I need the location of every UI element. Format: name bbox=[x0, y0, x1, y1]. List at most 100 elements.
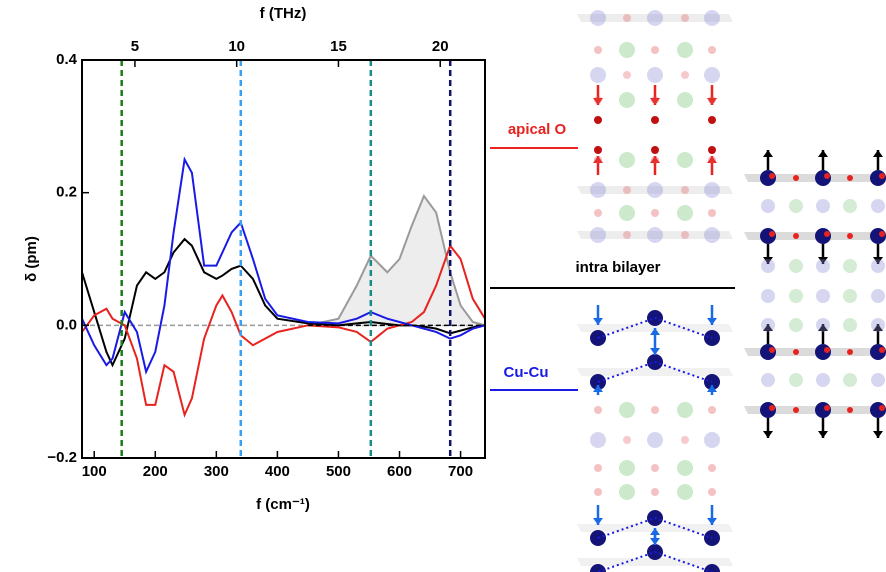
y-axis-label: δ (pm) bbox=[23, 236, 40, 282]
arrow-head bbox=[763, 257, 773, 264]
atom bbox=[594, 156, 602, 164]
x-tick-label: 500 bbox=[326, 463, 351, 480]
x2-tick-label: 5 bbox=[131, 38, 139, 55]
atom bbox=[708, 406, 716, 414]
atom bbox=[847, 233, 853, 239]
bond bbox=[597, 516, 713, 539]
plane bbox=[577, 186, 733, 194]
arrow-head bbox=[707, 318, 717, 325]
arrow-head bbox=[818, 431, 828, 438]
x2-tick-label: 15 bbox=[330, 38, 347, 55]
atom bbox=[623, 436, 631, 444]
arrow-head bbox=[707, 156, 717, 163]
arrow-head bbox=[873, 324, 883, 331]
atom bbox=[590, 564, 606, 572]
atom bbox=[647, 10, 663, 26]
plot bbox=[82, 60, 485, 458]
atom bbox=[871, 199, 885, 213]
atom bbox=[769, 347, 775, 353]
atom bbox=[651, 406, 659, 414]
arrow-head bbox=[818, 257, 828, 264]
atom bbox=[843, 259, 857, 273]
x2-tick-label: 20 bbox=[432, 38, 449, 55]
atom bbox=[789, 289, 803, 303]
atom bbox=[590, 67, 606, 83]
atom bbox=[677, 205, 693, 221]
atom bbox=[793, 175, 799, 181]
atom bbox=[816, 318, 830, 332]
x-tick-label: 400 bbox=[265, 463, 290, 480]
atom bbox=[681, 231, 689, 239]
arrow-head bbox=[707, 518, 717, 525]
atom bbox=[651, 116, 659, 124]
atom bbox=[590, 227, 606, 243]
bond bbox=[597, 316, 713, 339]
atom bbox=[789, 199, 803, 213]
atom bbox=[793, 407, 799, 413]
y-tick-label: 0.2 bbox=[56, 184, 77, 201]
x2-axis-label: f (THz) bbox=[260, 5, 307, 22]
plane bbox=[577, 231, 733, 239]
series-line bbox=[307, 193, 485, 327]
atom bbox=[594, 464, 602, 472]
atom bbox=[594, 96, 602, 104]
atom bbox=[651, 46, 659, 54]
atom bbox=[789, 318, 803, 332]
atom bbox=[847, 349, 853, 355]
arrow-head bbox=[650, 98, 660, 105]
atom bbox=[708, 488, 716, 496]
atom bbox=[704, 432, 720, 448]
atom bbox=[704, 182, 720, 198]
plane bbox=[577, 368, 733, 376]
plane bbox=[577, 558, 733, 566]
atom bbox=[623, 186, 631, 194]
arrow-head bbox=[818, 150, 828, 157]
x-tick-label: 300 bbox=[204, 463, 229, 480]
atom bbox=[793, 233, 799, 239]
atom bbox=[871, 259, 885, 273]
x2-tick-label: 10 bbox=[228, 38, 245, 55]
atom bbox=[847, 407, 853, 413]
atom bbox=[619, 460, 635, 476]
arrow-head bbox=[763, 324, 773, 331]
atom bbox=[843, 318, 857, 332]
annotation: Cu-Cu bbox=[504, 364, 549, 381]
atom bbox=[789, 373, 803, 387]
atom bbox=[708, 46, 716, 54]
y-tick-label: 0.4 bbox=[56, 51, 78, 68]
atom bbox=[677, 460, 693, 476]
atom bbox=[704, 67, 720, 83]
atom bbox=[647, 182, 663, 198]
atom bbox=[594, 488, 602, 496]
area bbox=[307, 195, 485, 326]
y-tick-label: 0.0 bbox=[56, 316, 77, 333]
atom bbox=[761, 289, 775, 303]
atom bbox=[789, 259, 803, 273]
structure-illustration bbox=[577, 10, 886, 572]
arrow-head bbox=[763, 150, 773, 157]
atom bbox=[769, 231, 775, 237]
arrow-head bbox=[707, 385, 717, 392]
atom bbox=[681, 71, 689, 79]
atom bbox=[879, 231, 885, 237]
atom bbox=[647, 432, 663, 448]
atom bbox=[871, 289, 885, 303]
atom bbox=[619, 484, 635, 500]
plot-frame bbox=[81, 59, 486, 459]
atom bbox=[651, 464, 659, 472]
atom bbox=[594, 46, 602, 54]
atom bbox=[651, 209, 659, 217]
atom bbox=[651, 146, 659, 154]
atom bbox=[619, 402, 635, 418]
atom bbox=[769, 173, 775, 179]
atom bbox=[619, 92, 635, 108]
arrow-head bbox=[763, 431, 773, 438]
arrow-head bbox=[650, 348, 660, 355]
atom bbox=[594, 146, 602, 154]
atom bbox=[761, 259, 775, 273]
x-tick-label: 100 bbox=[82, 463, 107, 480]
x-tick-label: 600 bbox=[387, 463, 412, 480]
atom bbox=[647, 227, 663, 243]
arrow-head bbox=[593, 318, 603, 325]
atom bbox=[843, 199, 857, 213]
